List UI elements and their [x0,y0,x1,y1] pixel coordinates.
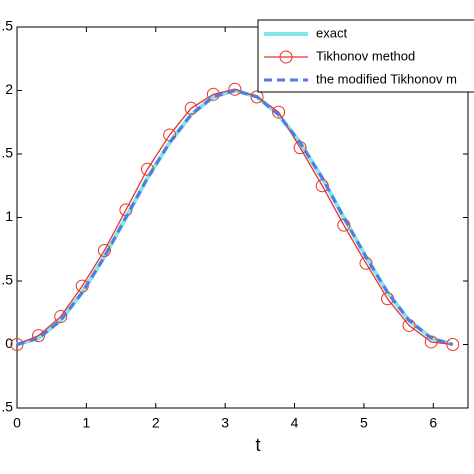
legend-label: exact [316,25,347,40]
marker [446,338,460,351]
marker [228,82,242,96]
series-line [16,88,454,347]
y-tick-label: .5 [1,18,13,34]
y-tick-label: .5 [1,145,13,161]
marker [272,105,286,119]
legend-label: Tikhonov method [316,48,415,63]
y-tick-label: .5 [1,399,13,415]
x-tick-label: 6 [429,415,437,431]
x-tick-label: 5 [360,415,368,431]
series-line [16,88,454,346]
marker [10,338,24,351]
y-tick-label: 2 [5,81,13,97]
y-tick-label: 0 [5,335,13,351]
x-tick-label: 4 [291,415,299,431]
legend-label: the modified Tikhonov m [316,71,457,86]
series-line [16,88,453,346]
legend-marker [279,50,293,64]
x-tick-label: 2 [152,415,160,431]
marker [54,310,68,324]
x-axis-label: t [255,435,260,455]
y-tick-label: .5 [1,272,13,288]
x-tick-label: 3 [221,415,229,431]
marker [424,335,438,349]
y-tick-label: 1 [5,208,13,224]
marker [250,90,264,104]
marker [75,279,89,293]
x-tick-label: 0 [13,415,21,431]
marker [97,244,111,258]
x-tick-label: 1 [82,415,90,431]
marker [32,329,46,343]
